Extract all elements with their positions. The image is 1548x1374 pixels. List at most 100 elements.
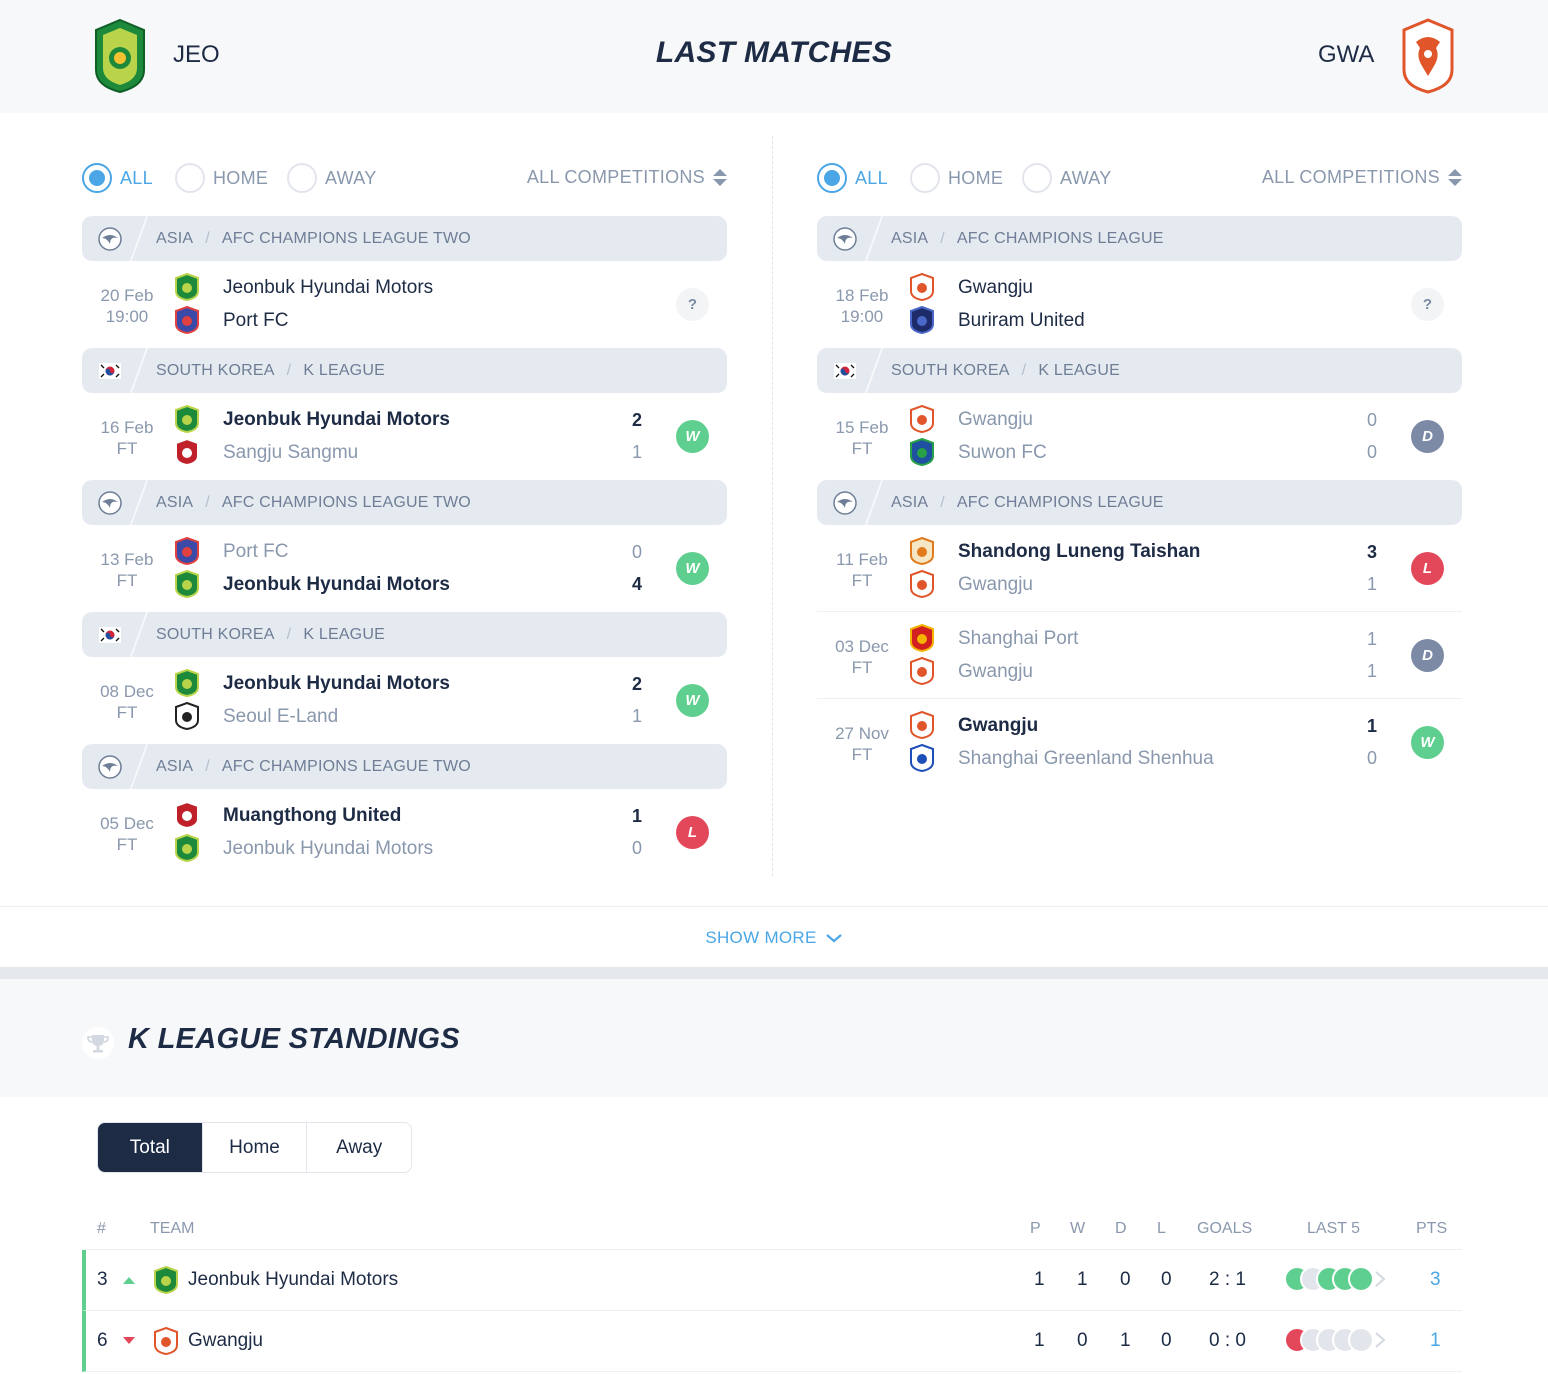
away-team-name[interactable]: Buriram United <box>958 310 1085 331</box>
match-row[interactable]: 08 Dec FT Jeonbuk Hyundai Motors Seoul E-La… <box>82 657 727 744</box>
match-status: FT <box>851 745 873 764</box>
port-fc-logo <box>175 537 199 565</box>
team-name[interactable]: Jeonbuk Hyundai Motors <box>188 1269 399 1290</box>
filter-all-radio[interactable]: ALL <box>82 163 153 193</box>
tab-home[interactable]: Home <box>201 1123 307 1172</box>
away-team-name[interactable]: Gwangju <box>958 574 1033 595</box>
stat-p: 1 <box>1034 1330 1045 1351</box>
away-team-name[interactable]: Suwon FC <box>958 442 1047 463</box>
home-team-name[interactable]: Shanghai Port <box>958 628 1079 649</box>
home-score: 2 <box>631 674 642 694</box>
tab-away[interactable]: Away <box>306 1123 411 1172</box>
match-date: 27 Nov FT <box>817 723 907 765</box>
match-date: 16 Feb FT <box>82 417 172 459</box>
competition-select[interactable]: ALL COMPETITIONS <box>1262 167 1462 188</box>
match-row[interactable]: 20 Feb 19:00 Jeonbuk Hyundai Motors Port FC… <box>82 261 727 348</box>
home-team-name[interactable]: Gwangju <box>958 715 1039 736</box>
filter-all-radio[interactable]: ALL <box>817 163 888 193</box>
competition-region[interactable]: ASIA <box>156 229 194 247</box>
afc-icon <box>98 754 122 779</box>
match-row[interactable]: 03 Dec FT Shanghai Port Gwangju 1 1 D <box>817 612 1462 699</box>
competition-name[interactable]: AFC CHAMPIONS LEAGUE TWO <box>221 493 471 511</box>
col-header-wins: W <box>1070 1220 1086 1237</box>
competition-region[interactable]: ASIA <box>891 229 929 247</box>
muangthong-united-logo <box>175 801 199 829</box>
away-team-name[interactable]: Gwangju <box>958 661 1033 682</box>
filter-away-radio[interactable]: AWAY <box>1022 163 1112 193</box>
home-team-name[interactable]: Shandong Luneng Taishan <box>958 541 1201 562</box>
team-name[interactable]: Gwangju <box>188 1330 263 1351</box>
away-team-name[interactable]: Shanghai Greenland Shenhua <box>958 748 1214 769</box>
gwangju-logo <box>910 711 934 739</box>
show-more-label: SHOW MORE <box>705 927 817 947</box>
korea-flag-icon <box>834 362 856 379</box>
filter-away-radio[interactable]: AWAY <box>287 163 377 193</box>
home-team-name[interactable]: Jeonbuk Hyundai Motors <box>223 673 450 694</box>
competition-name[interactable]: K LEAGUE <box>1038 361 1120 379</box>
competition-name[interactable]: K LEAGUE <box>303 625 385 643</box>
competition-header: SOUTH KOREA / K LEAGUE <box>82 348 727 393</box>
away-team-name[interactable]: Jeonbuk Hyundai Motors <box>223 574 450 595</box>
competition-name[interactable]: K LEAGUE <box>303 361 385 379</box>
competition-path: ASIA / AFC CHAMPIONS LEAGUE TWO <box>156 494 471 512</box>
away-team-name[interactable]: Jeonbuk Hyundai Motors <box>223 838 434 859</box>
match-row[interactable]: 15 Feb FT Gwangju Suwon FC 0 0 D <box>817 393 1462 480</box>
competition-region[interactable]: SOUTH KOREA <box>156 625 275 643</box>
away-team-name[interactable]: Port FC <box>223 310 289 331</box>
competition-name[interactable]: AFC CHAMPIONS LEAGUE <box>956 493 1164 511</box>
gwangju-logo <box>910 273 934 301</box>
radio-circle-icon <box>287 163 317 193</box>
filter-home-radio[interactable]: HOME <box>175 163 268 193</box>
match-date: 13 Feb FT <box>82 549 172 591</box>
competition-name[interactable]: AFC CHAMPIONS LEAGUE TWO <box>221 757 471 775</box>
match-row[interactable]: 27 Nov FT Gwangju Shanghai Greenland Shenhu… <box>817 699 1462 786</box>
match-row[interactable]: 05 Dec FT Muangthong United Jeonbuk Hyundai… <box>82 789 727 876</box>
match-row[interactable]: 11 Feb FT Shandong Luneng Taishan Gwangju 3 1… <box>817 525 1462 612</box>
match-row[interactable]: 13 Feb FT Port FC Jeonbuk Hyundai Motors 0 4 W <box>82 525 727 612</box>
col-header-goals: GOALS <box>1197 1220 1253 1237</box>
filter-home-radio[interactable]: HOME <box>910 163 1003 193</box>
away-team-name[interactable]: Sangju Sangmu <box>223 442 359 463</box>
home-team-name[interactable]: Jeonbuk Hyundai Motors <box>223 409 450 430</box>
competition-path: SOUTH KOREA / K LEAGUE <box>156 362 385 380</box>
home-team-name[interactable]: Gwangju <box>958 409 1033 430</box>
tab-total[interactable]: Total <box>98 1123 202 1172</box>
home-team-name[interactable]: Gwangju <box>958 277 1033 298</box>
table-row[interactable]: 6 Gwangju 1 0 1 0 0 : 0 1 <box>82 1311 1462 1372</box>
match-row[interactable]: 16 Feb FT Jeonbuk Hyundai Motors Sangju San… <box>82 393 727 480</box>
match-date-day: 16 Feb <box>100 418 154 437</box>
result-badge: W <box>676 420 709 453</box>
table-row[interactable]: 3 Jeonbuk Hyundai Motors 1 1 0 0 2 : 1 3 <box>82 1250 1462 1311</box>
match-status: FT <box>116 835 138 854</box>
competition-region[interactable]: ASIA <box>891 493 929 511</box>
last-five-form <box>1284 1327 1386 1353</box>
show-more-button[interactable]: SHOW MORE <box>0 906 1548 968</box>
home-team-name[interactable]: Port FC <box>223 541 289 562</box>
competition-name[interactable]: AFC CHAMPIONS LEAGUE TWO <box>221 229 471 247</box>
jeonbuk-hyundai-motors-logo <box>175 570 199 598</box>
col-header-played: P <box>1030 1220 1041 1237</box>
competition-path: ASIA / AFC CHAMPIONS LEAGUE <box>891 494 1164 512</box>
result-badge: D <box>1411 420 1444 453</box>
match-date: 18 Feb 19:00 <box>817 285 907 327</box>
filter-label: ALL <box>855 167 888 188</box>
team-points: 1 <box>1430 1330 1441 1351</box>
home-team-name[interactable]: Muangthong United <box>223 805 402 826</box>
away-score: 1 <box>631 706 642 726</box>
breadcrumb-separator: / <box>1021 361 1027 379</box>
competition-region[interactable]: SOUTH KOREA <box>156 361 275 379</box>
competition-region[interactable]: ASIA <box>156 493 194 511</box>
away-team-name[interactable]: Seoul E-Land <box>223 706 339 727</box>
competition-region[interactable]: SOUTH KOREA <box>891 361 1010 379</box>
competition-select[interactable]: ALL COMPETITIONS <box>527 167 727 188</box>
match-row[interactable]: 18 Feb 19:00 Gwangju Buriram United? <box>817 261 1462 348</box>
competition-name[interactable]: AFC CHAMPIONS LEAGUE <box>956 229 1164 247</box>
home-team-name[interactable]: Jeonbuk Hyundai Motors <box>223 277 434 298</box>
match-status: 19:00 <box>105 307 149 326</box>
shanghai-greenland-shenhua-logo <box>910 744 934 772</box>
match-status: FT <box>851 571 873 590</box>
competition-region[interactable]: ASIA <box>156 757 194 775</box>
filter-label: HOME <box>213 167 269 188</box>
radio-circle-icon <box>817 163 847 193</box>
jeonbuk-hyundai-motors-logo <box>175 273 199 301</box>
